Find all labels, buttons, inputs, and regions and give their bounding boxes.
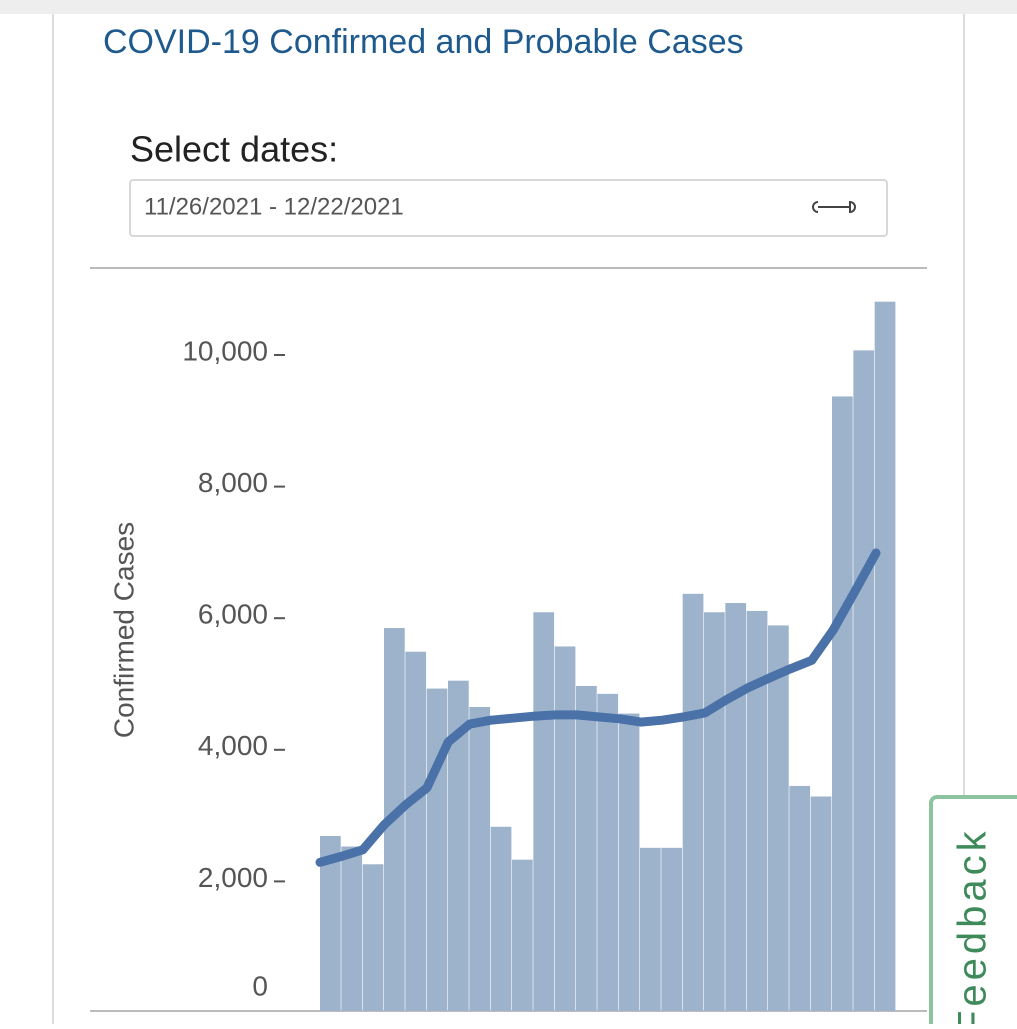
plot: 0 2,000 4,000 6,000 8,000 10,000: [182, 301, 896, 1012]
date-input[interactable]: [129, 179, 888, 237]
bar: [512, 859, 533, 1011]
bar: [640, 847, 661, 1011]
date-label: Select dates:: [130, 129, 338, 170]
bar: [810, 796, 832, 1011]
bar: [597, 693, 619, 1011]
bar: [469, 707, 491, 1011]
trend-line: [315, 548, 881, 867]
date-value[interactable]: 11/26/2021 - 12/22/2021: [144, 193, 404, 220]
bar: [341, 846, 363, 1011]
bar: [682, 593, 704, 1011]
bar: [490, 826, 512, 1011]
bar: [362, 864, 384, 1011]
y-tick-label: 10,000: [182, 335, 268, 366]
bar: [661, 847, 683, 1011]
bar: [426, 688, 448, 1011]
bar: [576, 685, 597, 1011]
y-tick-label: 0: [252, 970, 268, 1001]
y-tick-label: 8,000: [198, 467, 268, 498]
bar: [448, 680, 469, 1011]
feedback-label[interactable]: Feedback: [951, 827, 995, 1029]
y-tick-label: 4,000: [198, 730, 268, 761]
bar: [874, 301, 896, 1011]
bar: [554, 646, 576, 1011]
bar: [405, 651, 427, 1011]
feedback-tab[interactable]: [929, 795, 1017, 1029]
title: COVID-19 Confirmed and Probable Cases: [103, 23, 744, 61]
y-tick-label: 2,000: [198, 862, 268, 893]
bar: [768, 625, 789, 1011]
top-bar: [0, 0, 1017, 14]
bar: [789, 785, 811, 1011]
bar: [853, 350, 875, 1011]
date-icon[interactable]: [812, 200, 856, 214]
bar: [746, 610, 768, 1011]
bar: [618, 713, 640, 1011]
bar: [320, 835, 341, 1011]
y-tick-label: 6,000: [198, 599, 268, 630]
bar: [832, 396, 853, 1012]
bar: [725, 603, 747, 1011]
bar: [533, 612, 555, 1011]
bar: [704, 612, 725, 1011]
y-axis-label: Confirmed Cases: [108, 522, 139, 738]
